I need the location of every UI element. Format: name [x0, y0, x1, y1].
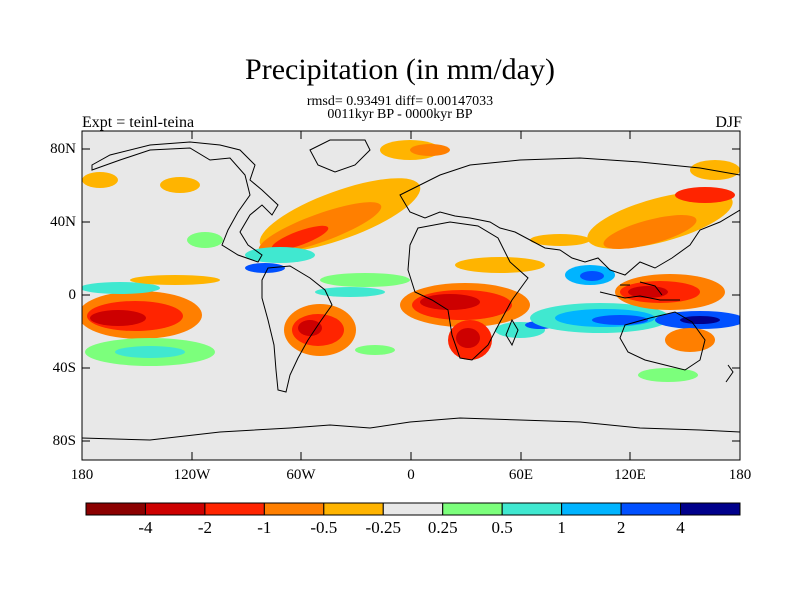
lon-label-120w: 120W: [173, 467, 211, 483]
colorbar-box: [680, 502, 741, 516]
colorbar-box: [85, 502, 146, 516]
lon-label-120e: 120E: [614, 467, 646, 483]
lat-label-80n: 80N: [50, 141, 76, 157]
colorbar-tick-label: -0.5: [310, 518, 338, 537]
precip-anomaly-field: [82, 140, 740, 382]
colorbar-box: [561, 502, 622, 516]
colorbar-tick-label: -1: [257, 518, 272, 537]
colorbar-tick-label: -4: [138, 518, 153, 537]
lon-ticks: [191, 131, 631, 460]
colorbar-box: [620, 502, 682, 516]
colorbar-box: [501, 502, 563, 516]
colorbar-tick-label: 4: [676, 518, 685, 537]
stats-text: rmsd= 0.93491 diff= 0.00147033: [306, 94, 494, 109]
lon-label-180e: 180: [728, 467, 752, 483]
colorbar-tick-label: 2: [616, 518, 626, 537]
colorbar-box: [442, 502, 503, 516]
lat-label-40s: 40S: [52, 360, 76, 376]
colorbar-tick-label: 0.25: [427, 518, 458, 537]
colorbar-box: [204, 502, 265, 516]
colorbar-tick-label: 0.5: [491, 518, 513, 537]
colorbar-box: [323, 502, 384, 516]
lon-label-0: 0: [407, 467, 415, 483]
colorbar-tick-label: 1: [557, 518, 566, 537]
lon-label-60e: 60E: [508, 467, 534, 483]
colorbar-box: [263, 502, 325, 516]
lat-label-0: 0: [68, 287, 77, 303]
colorbar-tick-label: -0.25: [365, 518, 401, 537]
colorbar: [85, 502, 741, 516]
lat-ticks: [82, 148, 740, 442]
lon-label-60w: 60W: [286, 467, 316, 483]
colorbar-box: [382, 502, 444, 516]
colorbar-tick-label: -2: [197, 518, 212, 537]
lat-label-40n: 40N: [50, 214, 76, 230]
coastlines: [82, 139, 740, 441]
season-label: DJF: [715, 114, 742, 131]
lon-label-180w: 180: [70, 467, 94, 483]
period-text: 0011kyr BP - 0000kyr BP: [327, 107, 473, 122]
map-title: Precipitation (in mm/day): [245, 53, 555, 86]
lat-label-80s: 80S: [52, 433, 76, 449]
experiment-label: Expt = teinl-teina: [82, 114, 195, 131]
colorbar-box: [144, 502, 206, 516]
